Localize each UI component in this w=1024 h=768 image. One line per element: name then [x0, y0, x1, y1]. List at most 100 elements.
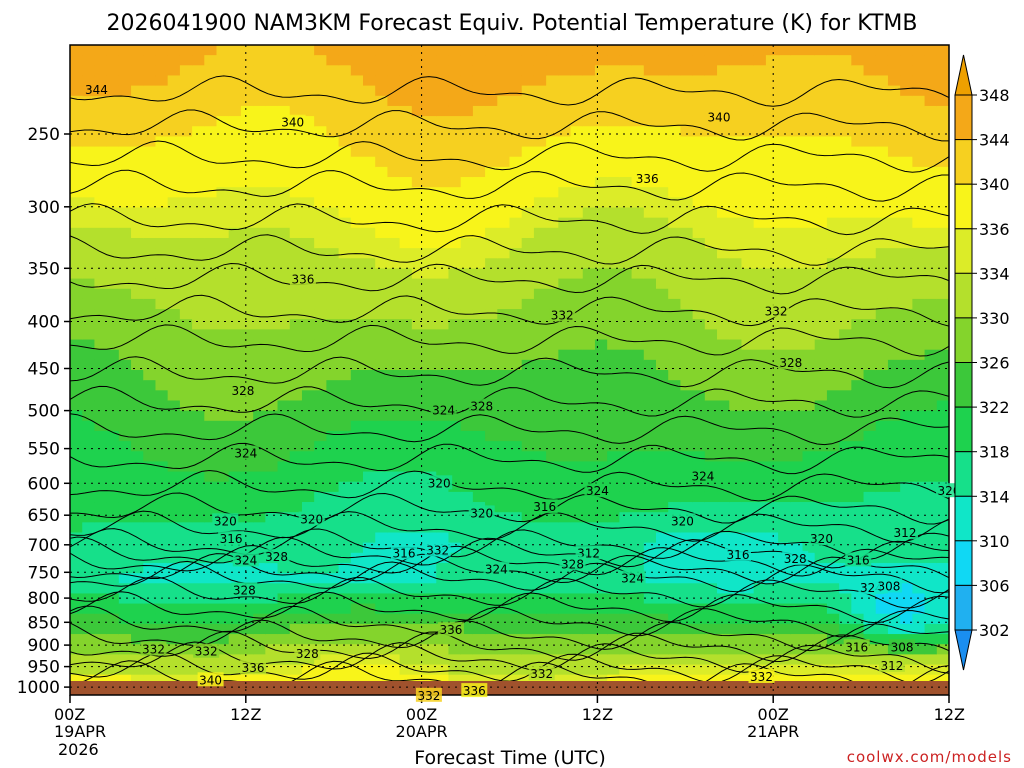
- fill-cell: [277, 441, 291, 452]
- fill-cell: [912, 420, 926, 432]
- fill-cell: [167, 116, 181, 127]
- fill-cell: [228, 370, 242, 381]
- fill-cell: [301, 95, 315, 107]
- fill-cell: [717, 126, 730, 138]
- fill-cell: [924, 573, 938, 584]
- fill-cell: [509, 491, 523, 503]
- fill-cell: [289, 136, 303, 148]
- fill-cell: [680, 309, 694, 320]
- fill-cell: [875, 258, 889, 270]
- fill-cell: [851, 65, 865, 77]
- y-tick-label: 950: [28, 658, 60, 678]
- fill-cell: [741, 451, 755, 463]
- fill-cell: [912, 542, 926, 554]
- fill-cell: [497, 512, 511, 523]
- fill-cell: [167, 156, 181, 168]
- fill-cell: [570, 227, 584, 239]
- fill-cell: [448, 126, 462, 138]
- fill-cell: [497, 156, 511, 168]
- fill-cell: [717, 471, 730, 483]
- fill-cell: [936, 359, 949, 371]
- fill-cell: [228, 522, 242, 534]
- fill-cell: [131, 613, 144, 625]
- fill-cell: [900, 268, 913, 280]
- fill-cell: [509, 278, 523, 290]
- fill-cell: [680, 75, 694, 87]
- fill-cell: [301, 349, 315, 361]
- fill-cell: [826, 258, 840, 270]
- fill-cell: [485, 491, 498, 503]
- fill-cell: [692, 309, 706, 320]
- fill-cell: [521, 613, 535, 625]
- fill-cell: [521, 298, 535, 310]
- fill-cell: [82, 512, 96, 523]
- fill-cell: [570, 532, 584, 544]
- fill-cell: [167, 349, 181, 361]
- fill-cell: [863, 268, 877, 280]
- fill-cell: [924, 532, 938, 544]
- fill-cell: [399, 613, 413, 625]
- fill-cell: [631, 278, 645, 290]
- fill-cell: [70, 430, 83, 442]
- fill-cell: [558, 65, 572, 77]
- fill-cell: [900, 197, 913, 209]
- fill-cell: [497, 613, 511, 625]
- fill-cell: [399, 634, 413, 645]
- fill-cell: [582, 502, 596, 513]
- fill-cell: [179, 562, 193, 574]
- fill-cell: [314, 451, 327, 463]
- fill-cell: [582, 471, 596, 483]
- fill-cell: [900, 461, 913, 473]
- fill-cell: [94, 278, 108, 290]
- fill-cell: [289, 502, 303, 513]
- fill-cell: [167, 634, 181, 645]
- fill-cell: [240, 674, 254, 686]
- fill-cell: [570, 105, 584, 117]
- fill-cell: [375, 491, 389, 503]
- fill-cell: [717, 288, 730, 300]
- fill-cell: [436, 532, 450, 544]
- fill-cell: [82, 593, 96, 605]
- fill-cell: [851, 45, 865, 56]
- fill-cell: [790, 583, 804, 595]
- fill-cell: [717, 491, 730, 503]
- fill-cell: [643, 644, 657, 655]
- fill-cell: [436, 126, 450, 138]
- fill-cell: [826, 75, 840, 87]
- fill-cell: [94, 623, 108, 635]
- fill-cell: [277, 55, 291, 66]
- fill-cell: [179, 116, 193, 127]
- contour-label: 324: [432, 404, 455, 418]
- fill-cell: [131, 75, 144, 87]
- fill-cell: [106, 55, 120, 66]
- fill-cell: [765, 593, 779, 605]
- fill-cell: [924, 512, 938, 523]
- fill-cell: [240, 430, 254, 442]
- fill-cell: [729, 105, 743, 117]
- fill-cell: [924, 248, 938, 259]
- fill-cell: [277, 502, 291, 513]
- fill-cell: [814, 359, 828, 371]
- fill-cell: [668, 116, 682, 127]
- x-tick-date: 21APR: [747, 722, 799, 741]
- fill-cell: [753, 583, 767, 595]
- fill-cell: [204, 420, 218, 432]
- contour-label-bg: [845, 552, 872, 567]
- fill-cell: [240, 573, 254, 584]
- fill-cell: [692, 562, 706, 574]
- fill-cell: [594, 298, 608, 310]
- fill-cell: [411, 197, 425, 209]
- fill-cell: [582, 654, 596, 666]
- fill-cell: [497, 583, 511, 595]
- fill-cell: [875, 105, 889, 117]
- fill-cell: [558, 227, 572, 239]
- fill-cell: [802, 451, 816, 463]
- fill-cell: [875, 187, 889, 198]
- fill-cell: [375, 674, 389, 686]
- fill-cell: [509, 623, 523, 635]
- fill-cell: [778, 512, 791, 523]
- fill-cell: [668, 552, 682, 564]
- fill-cell: [326, 451, 340, 463]
- fill-cell: [424, 552, 437, 564]
- fill-cell: [228, 430, 242, 442]
